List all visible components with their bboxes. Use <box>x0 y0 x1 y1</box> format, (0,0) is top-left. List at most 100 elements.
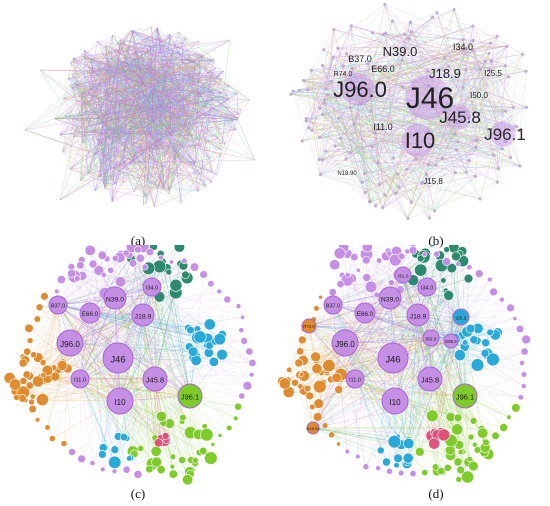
node-label: N39.0 <box>383 44 418 59</box>
clustered-network-graphic-variant: J46 J96.0 I10 J45.8 J96.1 J18.9 N39.0 E66.0 B37.… <box>277 245 531 484</box>
graph-node <box>336 441 341 447</box>
graph-node <box>119 433 128 442</box>
graph-node <box>512 316 518 321</box>
graph-node <box>57 360 68 371</box>
hub-node <box>381 387 409 415</box>
graph-node <box>328 431 336 439</box>
graph-node <box>428 245 437 247</box>
graph-node <box>67 268 77 278</box>
graph-node <box>108 455 122 469</box>
graph-node <box>477 427 489 439</box>
graph-node <box>421 469 429 477</box>
graph-node <box>386 250 393 257</box>
graph-node <box>387 435 402 449</box>
graph-node <box>298 335 307 345</box>
hub-node-halo <box>401 123 435 157</box>
graph-node <box>98 450 107 459</box>
graph-node <box>22 370 31 379</box>
graph-node <box>240 337 248 345</box>
graph-node <box>355 453 361 460</box>
graph-node <box>361 245 373 253</box>
graph-node <box>454 349 466 361</box>
graph-node <box>305 391 314 401</box>
graph-node <box>208 356 219 367</box>
graph-node <box>60 440 68 447</box>
graph-node <box>328 288 337 297</box>
graph-node <box>151 456 163 468</box>
panel-b-labeled-network: J46 J96.0 I10 J45.8 J96.1 J18.9 N39.0 E66.0 B37.… <box>275 0 550 235</box>
graph-node <box>511 403 521 413</box>
graph-node <box>32 375 44 388</box>
graph-node <box>466 264 473 271</box>
graph-node <box>455 261 461 267</box>
graph-node <box>336 280 345 289</box>
graph-node <box>313 398 324 409</box>
graph-node <box>213 333 226 346</box>
graph-node <box>161 432 170 440</box>
graph-node <box>333 247 346 260</box>
graph-node <box>431 463 440 471</box>
graph-node <box>318 294 323 300</box>
hub-node <box>345 369 365 389</box>
graph-node <box>463 273 474 284</box>
hub-node <box>103 286 127 310</box>
graph-node <box>225 424 233 432</box>
hub-node <box>422 329 440 347</box>
graph-node <box>199 428 214 442</box>
graph-node <box>482 438 490 447</box>
graph-node <box>468 460 479 472</box>
hub-node-label: N39.0 <box>106 296 124 303</box>
node-label: I34.0 <box>453 42 473 52</box>
graph-node <box>205 341 214 350</box>
graph-node <box>445 412 456 422</box>
network-edges <box>290 4 527 219</box>
graph-node <box>210 442 216 447</box>
graph-node <box>521 334 531 345</box>
graph-node <box>169 278 183 292</box>
hub-node <box>378 286 402 310</box>
graph-node <box>457 449 464 456</box>
graph-node <box>192 457 199 464</box>
graph-node <box>169 463 176 470</box>
graph-node <box>520 383 527 389</box>
hub-node-label: R74.0 <box>303 324 315 329</box>
graph-node <box>111 254 119 262</box>
graph-node <box>30 351 38 359</box>
graph-node <box>291 378 299 387</box>
graph-node <box>245 347 254 356</box>
hub-node-label: J46 <box>386 355 401 365</box>
node-label: J96.0 <box>333 77 387 102</box>
graph-node <box>122 249 130 257</box>
graph-node <box>223 295 232 304</box>
graph-node <box>25 381 34 390</box>
graph-node <box>455 476 463 483</box>
graph-node <box>77 454 86 464</box>
graph-node <box>114 276 127 288</box>
hub-node-label: B37.0 <box>326 304 341 310</box>
hub-node-halo <box>405 75 451 120</box>
graph-node <box>182 474 194 485</box>
node-label: J15.8 <box>423 177 443 186</box>
graph-node <box>216 348 228 361</box>
graph-node <box>111 468 118 475</box>
node-label: I10 <box>405 128 436 153</box>
graph-node <box>471 441 478 448</box>
graph-node <box>40 292 49 301</box>
graph-node <box>242 381 253 391</box>
graph-node <box>474 269 484 278</box>
graph-node <box>331 372 342 383</box>
graph-node <box>54 288 60 295</box>
hub-node-label: I50.0 <box>425 336 436 342</box>
hub-node-halo <box>445 104 471 130</box>
graph-node <box>469 335 479 345</box>
node-label: J45.8 <box>439 108 481 127</box>
graph-node <box>278 377 291 390</box>
hub-node-halo <box>341 72 375 106</box>
hub-node-label: J96.0 <box>60 340 80 349</box>
graph-node <box>437 467 446 476</box>
graph-node <box>443 463 452 472</box>
graph-node <box>84 245 96 256</box>
graph-node <box>311 363 323 375</box>
graph-node <box>137 445 145 452</box>
